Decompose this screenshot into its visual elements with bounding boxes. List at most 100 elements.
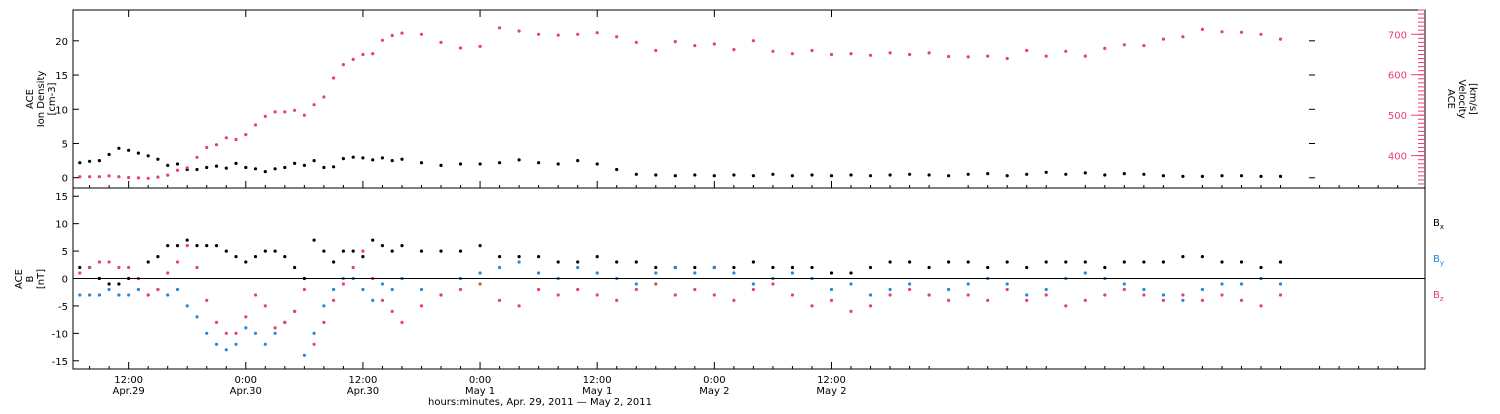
bx-point xyxy=(390,249,394,253)
density-point xyxy=(1044,170,1048,174)
legend-bz: Bz xyxy=(1433,290,1444,303)
xtick-date-label: May 1 xyxy=(465,386,495,397)
density-point xyxy=(868,174,873,178)
by-point xyxy=(224,348,228,352)
by-point xyxy=(273,331,277,335)
by-point xyxy=(371,298,375,302)
density-point xyxy=(1278,174,1283,178)
density-point xyxy=(537,161,541,165)
bz-point xyxy=(654,282,658,286)
axes-group: 05101520400500600700-15-10-505101512:00A… xyxy=(52,9,1425,397)
bx-point xyxy=(595,255,599,259)
density-point xyxy=(312,159,316,163)
density-point xyxy=(332,165,336,169)
bx-point xyxy=(1220,260,1224,264)
bx-point xyxy=(293,265,297,270)
bz-point xyxy=(117,265,121,270)
density-point xyxy=(156,157,160,161)
bx-point xyxy=(78,265,82,270)
top-ytick-label: 5 xyxy=(62,140,68,151)
bottom-ytick-label: 15 xyxy=(55,192,68,203)
bz-point xyxy=(1161,298,1165,302)
velocity-point xyxy=(595,31,599,35)
density-point xyxy=(927,173,931,177)
density-point xyxy=(673,174,677,178)
bz-point xyxy=(458,287,463,292)
xtick-date-label: May 2 xyxy=(699,386,729,397)
density-point xyxy=(693,173,697,177)
density-point xyxy=(439,163,443,167)
bz-point xyxy=(1259,304,1263,308)
velocity-point xyxy=(1220,30,1224,34)
velocity-point xyxy=(771,49,775,53)
bz-point xyxy=(595,293,599,297)
velocity-point xyxy=(146,176,150,180)
velocity-point xyxy=(1181,35,1185,39)
bottom-ylabel-line1: ACE xyxy=(14,269,25,289)
bx-point xyxy=(1005,260,1009,264)
bx-point xyxy=(966,260,970,264)
bx-point xyxy=(1161,260,1165,264)
density-point xyxy=(458,162,463,166)
bx-point xyxy=(888,260,892,264)
bottom-ytick-label: 0 xyxy=(62,275,68,286)
bx-point xyxy=(1278,260,1283,264)
velocity-point xyxy=(556,33,560,37)
bz-point xyxy=(195,265,199,270)
bx-point xyxy=(322,249,326,253)
bx-point xyxy=(361,255,365,259)
bx-point xyxy=(868,265,873,270)
velocity-point xyxy=(419,32,424,36)
velocity-point xyxy=(790,52,795,56)
bx-point xyxy=(400,244,404,248)
velocity-point xyxy=(439,40,443,45)
density-point xyxy=(224,166,228,170)
bx-point xyxy=(273,249,277,253)
by-point xyxy=(478,271,482,275)
bz-point xyxy=(1220,293,1224,297)
velocity-point xyxy=(458,46,463,50)
velocity-point xyxy=(273,110,277,114)
bz-point xyxy=(97,260,101,264)
bx-point xyxy=(732,265,736,270)
xtick-time-label: 0:00 xyxy=(469,375,491,386)
by-point xyxy=(1239,282,1244,286)
bz-point xyxy=(1278,293,1283,297)
bz-point xyxy=(556,293,560,297)
density-point xyxy=(576,159,580,163)
by-point xyxy=(595,271,599,275)
density-point xyxy=(1220,174,1224,178)
top-ylabel-right-line1: ACE xyxy=(1445,89,1456,109)
velocity-point xyxy=(1200,27,1204,31)
velocity-point xyxy=(390,33,394,38)
top-ytick-label: 15 xyxy=(55,71,68,82)
velocity-point xyxy=(185,166,189,170)
bx-point xyxy=(234,255,238,259)
density-point xyxy=(380,156,384,160)
legend-bx-sub: x xyxy=(1440,223,1444,231)
density-point xyxy=(205,165,209,170)
velocity-point xyxy=(1044,54,1048,58)
top-ytick-label: 10 xyxy=(55,105,68,116)
velocity-point xyxy=(195,155,199,159)
density-point xyxy=(908,172,912,176)
velocity-point xyxy=(214,143,219,147)
by-point xyxy=(498,265,502,270)
velocity-point xyxy=(166,173,170,177)
by-point xyxy=(829,287,834,292)
xtick-date-label: Apr.29 xyxy=(112,386,144,397)
bx-point xyxy=(849,271,853,275)
density-point xyxy=(771,172,775,176)
density-point xyxy=(751,174,756,178)
bz-point xyxy=(576,287,580,292)
by-point xyxy=(654,271,658,275)
bz-point xyxy=(361,249,365,253)
by-point xyxy=(214,342,219,346)
by-point xyxy=(253,331,258,335)
bz-point xyxy=(908,287,912,292)
bottom-ytick-label: -5 xyxy=(58,302,68,313)
xtick-time-label: 0:00 xyxy=(703,375,725,386)
bz-point xyxy=(927,293,931,297)
velocity-point xyxy=(654,48,658,53)
bz-point xyxy=(947,298,951,302)
